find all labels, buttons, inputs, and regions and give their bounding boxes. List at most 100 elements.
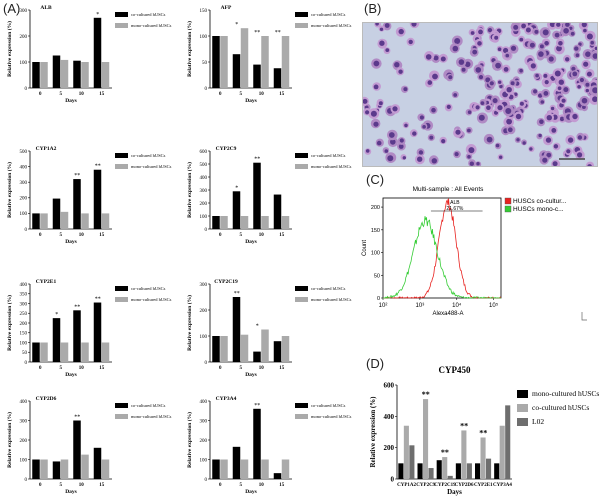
bar-mono-cultured-huscs bbox=[417, 463, 423, 479]
bar-mono-cultured bbox=[81, 342, 89, 362]
cell-nucleus bbox=[563, 87, 569, 93]
chart-title: CYP2C9 bbox=[216, 146, 237, 152]
bar-mono-cultured bbox=[81, 454, 89, 479]
x-tick-label: 0 bbox=[39, 366, 42, 371]
bar-co-cultured-huscs bbox=[480, 437, 486, 479]
bar-mono-cultured bbox=[261, 459, 269, 479]
microscopy-image bbox=[362, 22, 598, 167]
bar-mono-cultured bbox=[220, 36, 228, 88]
cursor-mark bbox=[581, 312, 587, 321]
significance-mark: * bbox=[55, 312, 58, 318]
plot-frame bbox=[382, 197, 502, 299]
significance-mark: ** bbox=[460, 421, 468, 430]
y-tick-label: 600 bbox=[384, 382, 395, 390]
y-tick-label: 350 bbox=[20, 293, 28, 298]
significance-mark: ** bbox=[275, 30, 281, 36]
legend-swatch bbox=[517, 418, 528, 426]
cell-nucleus bbox=[592, 53, 597, 59]
cell-nucleus bbox=[558, 41, 563, 46]
cell-nucleus bbox=[545, 137, 552, 143]
legend-swatch bbox=[295, 414, 308, 419]
legend-label: mono-cultured hUSCs bbox=[131, 164, 172, 169]
legend-swatch bbox=[115, 23, 128, 28]
x-tick-label: CYP3A4 bbox=[493, 483, 512, 488]
bar-mono-cultured bbox=[60, 211, 69, 229]
cell-nucleus bbox=[478, 75, 484, 80]
cell-nucleus bbox=[543, 73, 548, 78]
x-tick-label: 5 bbox=[240, 366, 243, 371]
bar-mono-cultured bbox=[101, 62, 110, 88]
cell-nucleus bbox=[581, 97, 588, 104]
x-axis-label: Days bbox=[245, 239, 257, 245]
significance-mark: ** bbox=[422, 390, 430, 399]
cell-nucleus bbox=[519, 101, 524, 106]
chart-title: CYP450 bbox=[439, 365, 471, 375]
cell-nucleus bbox=[594, 46, 597, 51]
chart-title: CYP2E1 bbox=[36, 279, 57, 285]
cell-nucleus bbox=[585, 88, 589, 93]
x-tick-label: 10 bbox=[259, 92, 265, 97]
chart-cyp450: 0 200 400 600 Relative expression (%) CYP450 C… bbox=[369, 365, 599, 496]
cell-nucleus bbox=[548, 56, 554, 62]
cell-nucleus bbox=[557, 86, 562, 91]
cell-nucleus bbox=[419, 115, 424, 120]
bar-l02 bbox=[428, 468, 434, 479]
cell-nucleus bbox=[546, 152, 552, 158]
cell-nucleus bbox=[538, 51, 544, 57]
y-axis-label: Relative expression (%) bbox=[186, 295, 193, 351]
cell-nucleus bbox=[546, 115, 552, 121]
y-tick-label: 0 bbox=[25, 87, 28, 92]
bar-co-cultured bbox=[32, 459, 40, 479]
x-tick-label: 15 bbox=[99, 233, 105, 238]
y-tick-label: 0 bbox=[205, 478, 208, 483]
x-tick-label: 0 bbox=[39, 92, 42, 97]
x-tick-label: 15 bbox=[279, 366, 285, 371]
cell-nucleus bbox=[503, 47, 509, 54]
bar-co-cultured bbox=[232, 191, 241, 229]
significance-mark: ** bbox=[74, 415, 80, 421]
cell-nucleus bbox=[370, 110, 377, 117]
y-tick-label: 0 bbox=[25, 361, 28, 366]
significance-mark: ** bbox=[254, 30, 260, 36]
panel-label-c: (C) bbox=[366, 172, 385, 187]
x-tick-label: 15 bbox=[279, 483, 285, 488]
cell-nucleus bbox=[412, 131, 417, 136]
y-axis-label: Relative expression (%) bbox=[6, 412, 13, 468]
y-axis-label: Relative expression (%) bbox=[186, 21, 193, 77]
cell-nucleus bbox=[485, 77, 491, 83]
bar-co-cultured bbox=[212, 36, 220, 88]
cell-nucleus bbox=[399, 138, 404, 143]
cell-nucleus bbox=[563, 28, 569, 34]
x-tick-label: 15 bbox=[279, 233, 285, 238]
x-tick-label: 5 bbox=[60, 483, 63, 488]
legend-label: co-cultured hUSCs bbox=[311, 153, 346, 158]
x-tick-label: CYP2D6 bbox=[455, 483, 474, 488]
bar-mono-cultured bbox=[60, 459, 69, 479]
cell-nucleus bbox=[538, 133, 542, 138]
cell-nucleus bbox=[525, 27, 531, 33]
x-axis-label: Days bbox=[65, 98, 77, 104]
bar-mono-cultured-huscs bbox=[494, 463, 500, 479]
cell-nucleus bbox=[521, 23, 526, 29]
y-tick-label: 400 bbox=[20, 165, 28, 170]
bar-l02 bbox=[505, 405, 511, 479]
cell-nucleus bbox=[390, 139, 396, 145]
y-tick-label: 300 bbox=[20, 302, 28, 307]
cell-nucleus bbox=[417, 156, 423, 162]
panel-label-b: (B) bbox=[364, 1, 382, 16]
cell-nucleus bbox=[529, 147, 533, 151]
bar-co-cultured bbox=[73, 60, 81, 88]
bar-mono-cultured bbox=[40, 342, 48, 362]
chart-title: CYP2C19 bbox=[214, 279, 238, 285]
cell-nucleus bbox=[556, 23, 561, 27]
chart-title: CYP1A2 bbox=[36, 146, 57, 152]
cell-nucleus bbox=[535, 73, 539, 78]
cell-nucleus bbox=[551, 128, 557, 133]
cell-nucleus bbox=[585, 51, 591, 57]
cell-nucleus bbox=[454, 38, 461, 44]
x-tick-label: 0 bbox=[219, 233, 222, 238]
x-tick-label: 10 bbox=[259, 366, 265, 371]
bar-mono-cultured bbox=[40, 62, 48, 88]
x-axis-label: Days bbox=[447, 488, 462, 496]
